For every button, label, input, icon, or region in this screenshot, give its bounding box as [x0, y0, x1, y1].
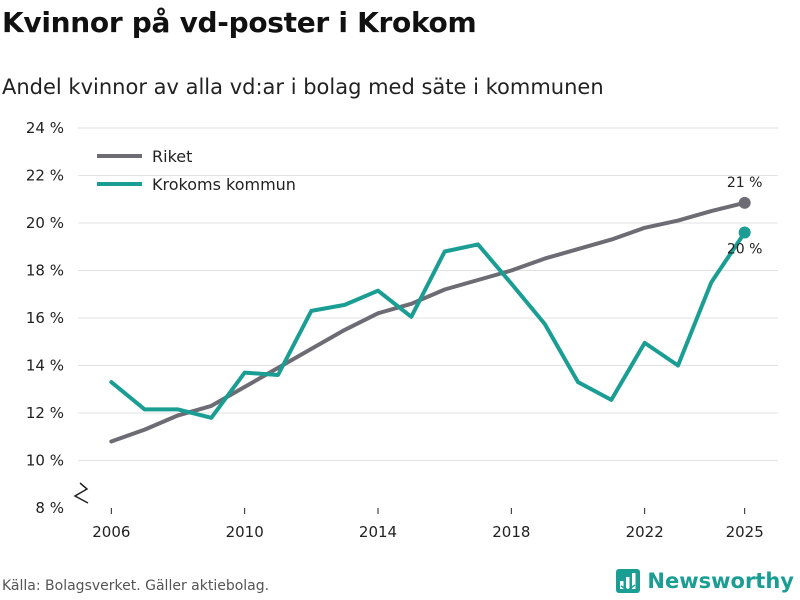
legend-label: Riket: [152, 147, 192, 166]
end-point-krokom: [738, 226, 751, 239]
legend-label: Krokoms kommun: [152, 175, 296, 194]
legend: Riket Krokoms kommun: [97, 147, 296, 194]
brand-name: Newsworthy: [647, 569, 794, 593]
y-tick-label: 20 %: [26, 214, 64, 232]
x-tick-label: 2025: [726, 523, 764, 541]
axis-break-icon: [73, 482, 89, 504]
y-tick-label: 10 %: [26, 452, 64, 470]
x-tick-label: 2010: [226, 523, 264, 541]
x-axis-ticks: 2006 2010 2014 2018 2022 2025: [92, 508, 764, 541]
series-line-krokom: [109, 230, 747, 420]
brand-logo: Newsworthy: [615, 568, 794, 594]
y-tick-label: 14 %: [26, 357, 64, 375]
y-axis-ticks: 8 % 10 % 12 % 14 % 16 % 18 % 20 % 22 % 24 %: [26, 119, 64, 517]
y-tick-label: 18 %: [26, 262, 64, 280]
newsworthy-logo-icon: [616, 569, 641, 593]
y-tick-label: 22 %: [26, 167, 64, 185]
end-point-riket: [738, 196, 751, 209]
y-tick-label: 12 %: [26, 404, 64, 422]
series-line-riket: [109, 200, 747, 444]
source-note: Källa: Bolagsverket. Gäller aktiebolag.: [2, 578, 270, 594]
y-tick-label: 24 %: [26, 119, 64, 137]
x-tick-label: 2014: [359, 523, 397, 541]
end-value-label: 21 %: [727, 175, 763, 191]
y-tick-label: 8 %: [35, 499, 64, 517]
x-tick-label: 2022: [626, 523, 664, 541]
series-lines: [109, 196, 751, 444]
end-labels: 21 % 20 %: [727, 175, 763, 258]
x-tick-label: 2006: [92, 523, 130, 541]
end-value-label: 20 %: [727, 242, 763, 258]
chart-title: Kvinnor på vd-poster i Krokom: [2, 6, 477, 39]
grid-lines: [78, 127, 778, 461]
y-tick-label: 16 %: [26, 309, 64, 327]
chart-subtitle: Andel kvinnor av alla vd:ar i bolag med …: [2, 75, 604, 99]
x-tick-label: 2018: [492, 523, 530, 541]
